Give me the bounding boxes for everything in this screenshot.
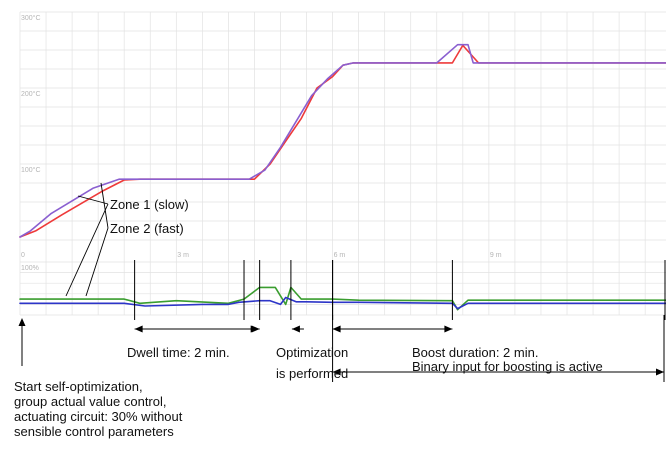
dwell-arrow-head xyxy=(134,325,143,333)
zone2-label: Zone 2 (fast) xyxy=(110,221,184,236)
start-label: actuating circuit: 30% without xyxy=(14,409,183,424)
phase-markers xyxy=(18,260,666,382)
y-tick-label: 200°C xyxy=(21,90,41,98)
binary-arrow-head xyxy=(332,368,341,376)
chart-grid xyxy=(19,11,666,316)
start-arrow-head xyxy=(18,318,26,326)
x-tick-label: 9 m xyxy=(490,252,502,259)
zone2-leader xyxy=(100,182,109,229)
y-tick-label: 100°C xyxy=(21,166,41,174)
optimization-arrow-head xyxy=(291,325,300,333)
annotations: Zone 1 (slow) Zone 2 (fast) Dwell time: 2 … xyxy=(14,182,603,439)
y-tick-label: 300°C xyxy=(21,14,41,22)
binary-label: Binary input for boosting is active xyxy=(412,359,603,374)
zone2-leader xyxy=(85,227,109,297)
optimization-arrow-head xyxy=(250,325,259,333)
y-tick-label: 100% xyxy=(21,265,39,272)
series-actuating-blue xyxy=(19,296,666,310)
start-label: group actual value control, xyxy=(14,394,166,409)
data-series xyxy=(19,43,666,311)
series-actuating-green xyxy=(19,286,666,311)
axis-tick-labels: 300°C 200°C 100°C 100% 0 3 m 6 m 9 m xyxy=(21,14,502,272)
x-tick-label: 3 m xyxy=(177,252,189,259)
series-zone2-temperature xyxy=(19,43,666,238)
optimization-label: is performed xyxy=(276,366,348,381)
x-tick-label: 6 m xyxy=(334,252,346,259)
boost-arrow-head xyxy=(332,325,341,333)
x-tick-label: 0 xyxy=(21,252,25,259)
start-label: sensible control parameters xyxy=(14,424,174,439)
zone1-leader xyxy=(77,195,109,205)
zone1-label: Zone 1 (slow) xyxy=(110,197,189,212)
boost-label: Boost duration: 2 min. xyxy=(412,345,538,360)
binary-arrow-head xyxy=(656,368,664,376)
zone1-leader xyxy=(65,203,109,297)
boost-arrow-head xyxy=(444,325,453,333)
start-label: Start self-optimization, xyxy=(14,379,143,394)
dwell-label: Dwell time: 2 min. xyxy=(127,345,230,360)
optimization-label: Optimization xyxy=(276,345,348,360)
